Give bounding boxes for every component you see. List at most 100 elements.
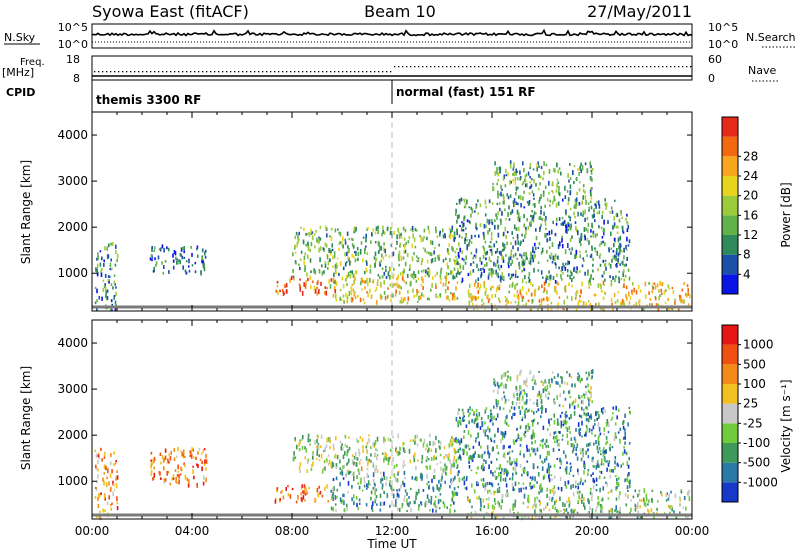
echo-cell	[383, 436, 385, 442]
echo-cell	[661, 493, 663, 497]
echo-cell	[377, 240, 380, 246]
echo-cell	[604, 292, 607, 295]
echo-cell	[384, 295, 387, 301]
echo-cell	[491, 251, 493, 256]
echo-cell	[381, 487, 384, 490]
echo-cell	[500, 265, 503, 269]
echo-cell	[304, 456, 307, 460]
echo-cell	[402, 446, 404, 450]
echo-cell	[539, 443, 542, 447]
echo-cell	[439, 293, 442, 298]
echo-cell	[416, 478, 418, 481]
echo-cell	[383, 490, 385, 494]
echo-cell	[515, 192, 517, 196]
echo-cell	[472, 256, 475, 260]
echo-cell	[531, 190, 534, 194]
colorbar-tick-label: 28	[743, 149, 758, 163]
echo-cell	[407, 240, 410, 244]
echo-cell	[496, 259, 499, 264]
echo-cell	[398, 493, 400, 498]
cpid-mode-1: themis 3300 RF	[96, 93, 201, 107]
echo-cell	[565, 508, 568, 512]
echo-cell	[454, 475, 456, 480]
echo-cell	[521, 399, 523, 402]
echo-cell	[396, 478, 399, 483]
echo-cell	[462, 224, 465, 228]
freq-dot	[438, 66, 440, 68]
echo-cell	[366, 261, 368, 266]
echo-cell	[484, 213, 487, 217]
echo-cell	[554, 232, 557, 237]
colorbar-segment	[722, 176, 738, 196]
echo-cell	[483, 284, 486, 289]
echo-cell	[518, 402, 521, 405]
echo-cell	[498, 505, 501, 508]
echo-cell	[469, 295, 471, 299]
colorbar-tick-label: 24	[743, 169, 758, 183]
echo-cell	[190, 245, 192, 249]
freq-dot	[142, 71, 144, 73]
echo-cell	[535, 410, 538, 413]
echo-cell	[652, 282, 655, 285]
echo-cell	[469, 499, 471, 503]
echo-cell	[475, 413, 478, 417]
echo-cell	[483, 224, 486, 229]
echo-cell	[584, 162, 587, 166]
echo-cell	[556, 273, 558, 278]
cpid-label: CPID	[6, 86, 35, 99]
echo-cell	[520, 437, 523, 442]
echo-cell	[611, 303, 613, 308]
echo-cell	[615, 256, 617, 261]
echo-cell	[627, 224, 630, 229]
echo-cell	[526, 471, 528, 475]
echo-cell	[591, 492, 593, 497]
echo-cell	[573, 266, 576, 271]
echo-cell	[569, 227, 572, 231]
echo-cell	[466, 199, 468, 205]
echo-cell	[371, 232, 373, 236]
echo-cell	[189, 450, 192, 454]
echo-cell	[196, 482, 198, 488]
echo-cell	[155, 264, 157, 267]
echo-cell	[109, 473, 112, 479]
echo-cell	[613, 243, 615, 248]
echo-cell	[104, 283, 106, 287]
freq-dot	[198, 71, 200, 73]
echo-cell	[488, 497, 490, 501]
echo-cell	[634, 508, 637, 512]
echo-cell	[435, 435, 437, 441]
echo-cell	[457, 448, 460, 453]
echo-cell	[562, 198, 564, 202]
echo-cell	[439, 281, 442, 284]
echo-cell	[320, 453, 323, 459]
colorbar-tick-label: 25	[743, 397, 758, 411]
echo-cell	[195, 456, 197, 460]
echo-cell	[496, 381, 499, 387]
echo-cell	[632, 282, 634, 286]
echo-cell	[160, 461, 162, 465]
echo-cell	[374, 241, 377, 244]
echo-cell	[553, 419, 556, 425]
echo-cell	[478, 287, 481, 291]
echo-cell	[581, 420, 583, 426]
echo-cell	[110, 461, 112, 466]
echo-cell	[553, 464, 556, 468]
echo-cell	[96, 480, 98, 484]
echo-cell	[439, 461, 442, 464]
echo-cell	[408, 268, 411, 271]
echo-cell	[503, 452, 506, 455]
echo-cell	[557, 430, 560, 434]
echo-cell	[667, 497, 670, 501]
echo-cell	[98, 493, 101, 498]
nsky-panel-frame	[91, 23, 693, 49]
freq-dot	[310, 71, 312, 73]
echo-cell	[463, 435, 465, 439]
echo-cell	[506, 301, 509, 304]
echo-cell	[584, 190, 586, 194]
echo-cell	[410, 228, 412, 231]
echo-cell	[520, 203, 522, 208]
echo-cell	[314, 290, 317, 294]
echo-cell	[511, 209, 514, 214]
echo-cell	[499, 207, 501, 212]
echo-cell	[495, 263, 497, 268]
